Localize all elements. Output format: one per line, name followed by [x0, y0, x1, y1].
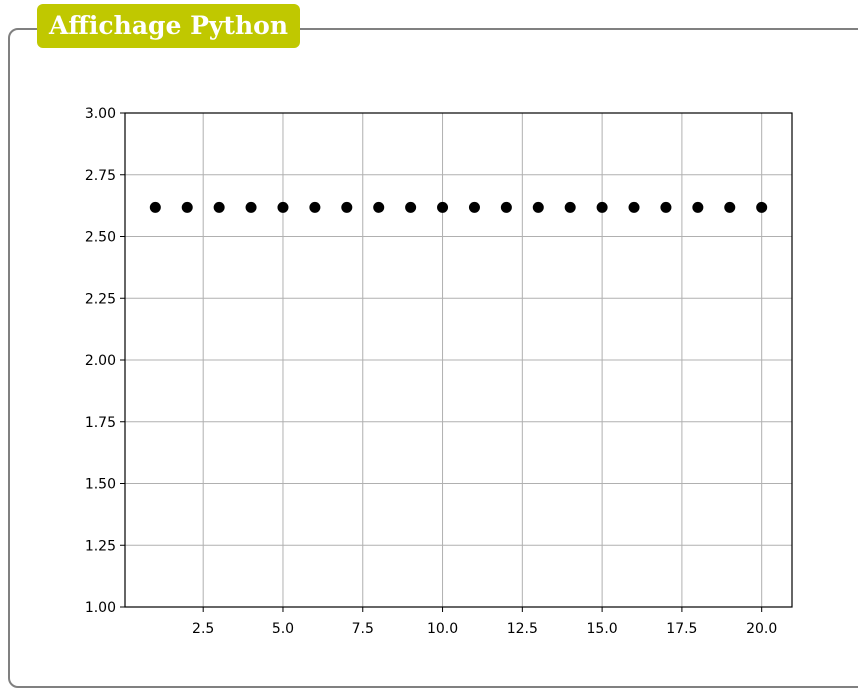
x-tick-label: 2.5: [192, 621, 214, 637]
x-tick-label: 7.5: [352, 621, 374, 637]
data-point: [532, 201, 544, 213]
x-tick-label: 17.5: [666, 621, 697, 637]
data-point: [405, 201, 417, 213]
axis-ticks: 2.5 5.0 7.5 10.0 12.5 15.0 17.5 20.0 1.00 1.25 1.5…: [85, 106, 777, 637]
y-tick-label: 2.50: [85, 230, 116, 246]
data-point: [564, 201, 576, 213]
data-point: [596, 201, 608, 213]
data-point: [628, 201, 640, 213]
data-point: [373, 201, 385, 213]
data-point: [149, 201, 161, 213]
panel-title: Affichage Python: [37, 4, 301, 48]
data-points: [149, 201, 768, 213]
data-point: [245, 201, 257, 213]
y-tick-label: 2.00: [85, 353, 116, 369]
y-tick-label: 1.75: [85, 415, 116, 431]
data-point: [309, 201, 321, 213]
grid: [125, 112, 792, 608]
y-tick-label: 1.50: [85, 477, 116, 493]
x-tick-label: 10.0: [427, 621, 458, 637]
data-point: [181, 201, 193, 213]
y-tick-label: 1.25: [85, 538, 116, 554]
data-point: [437, 201, 449, 213]
data-point: [213, 201, 225, 213]
x-tick-label: 5.0: [272, 621, 294, 637]
y-tick-label: 1.00: [85, 600, 116, 616]
data-point: [277, 201, 289, 213]
data-point: [724, 201, 736, 213]
y-tick-label: 3.00: [85, 106, 116, 122]
data-point: [341, 201, 353, 213]
y-tick-label: 2.75: [85, 168, 116, 184]
data-point: [468, 201, 480, 213]
data-point: [660, 201, 672, 213]
data-point: [692, 201, 704, 213]
data-point: [500, 201, 512, 213]
data-point: [756, 201, 768, 213]
x-tick-label: 15.0: [587, 621, 618, 637]
x-tick-label: 20.0: [746, 621, 777, 637]
y-tick-label: 2.25: [85, 291, 116, 307]
x-tick-label: 12.5: [507, 621, 538, 637]
